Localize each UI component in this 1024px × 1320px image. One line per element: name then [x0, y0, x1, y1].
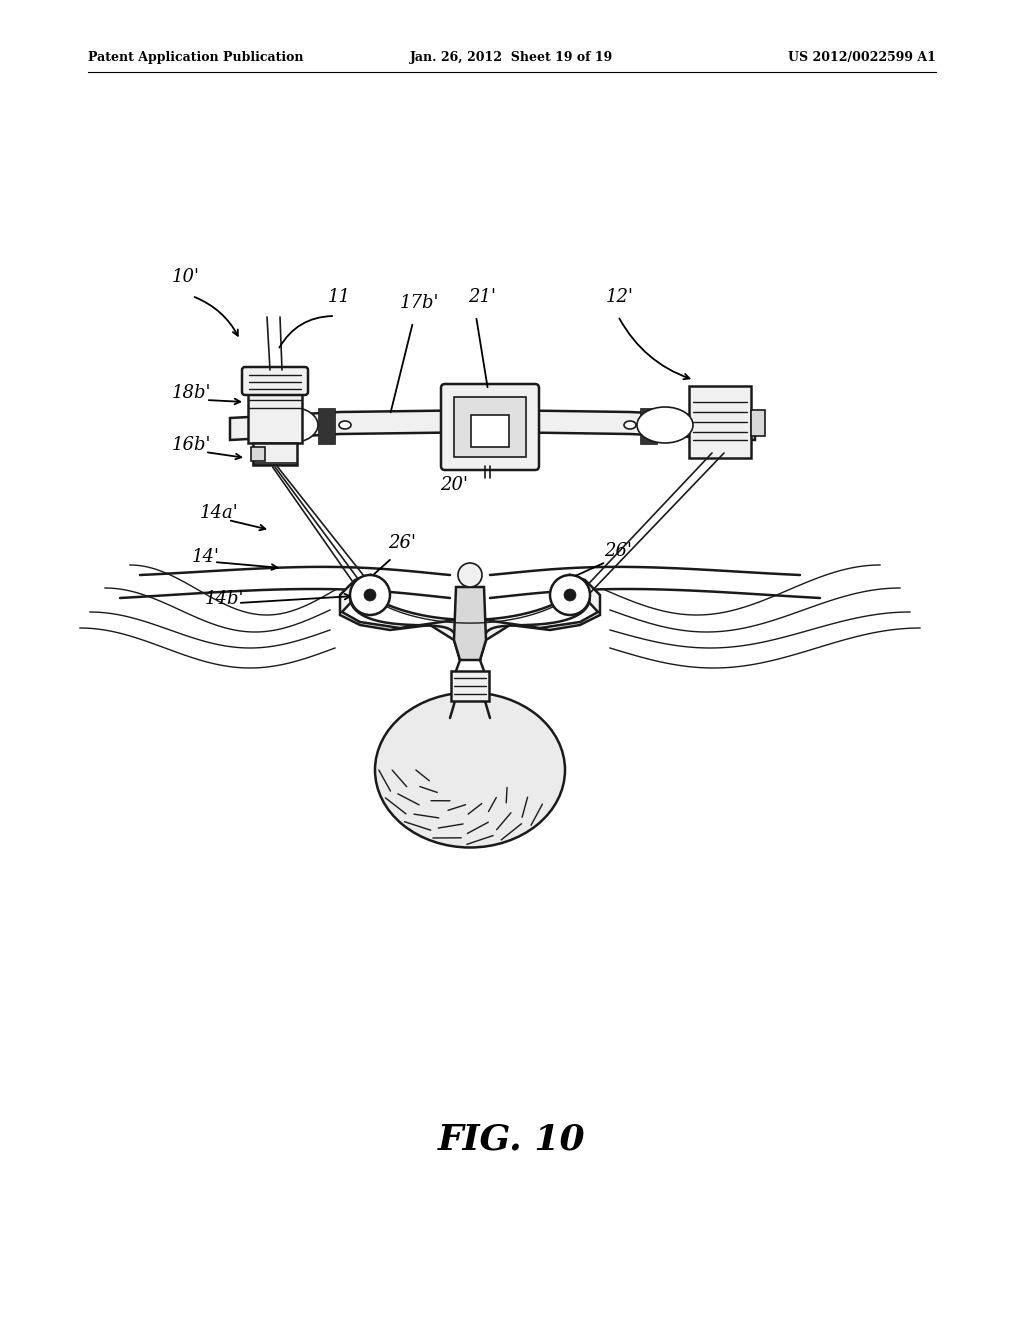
Ellipse shape: [637, 407, 693, 444]
Circle shape: [458, 564, 482, 587]
Polygon shape: [480, 576, 600, 660]
Text: 10': 10': [172, 268, 200, 286]
Ellipse shape: [624, 421, 636, 429]
Bar: [689, 385, 751, 458]
Ellipse shape: [339, 421, 351, 429]
Bar: [253, 444, 297, 465]
Text: 26': 26': [604, 543, 632, 560]
Text: FIG. 10: FIG. 10: [438, 1123, 586, 1158]
Ellipse shape: [375, 693, 565, 847]
Text: 21': 21': [468, 288, 496, 306]
Bar: [451, 671, 489, 701]
Circle shape: [550, 576, 590, 615]
Text: 14': 14': [193, 548, 220, 566]
Circle shape: [364, 589, 376, 601]
Polygon shape: [340, 576, 460, 660]
Text: 20': 20': [440, 477, 468, 494]
Text: 18b': 18b': [172, 384, 212, 403]
Polygon shape: [454, 587, 486, 660]
Bar: [318, 408, 335, 444]
Bar: [751, 411, 765, 436]
FancyBboxPatch shape: [441, 384, 539, 470]
Polygon shape: [230, 411, 755, 440]
Text: 26': 26': [388, 535, 416, 552]
Bar: [248, 392, 302, 444]
Text: 17b': 17b': [400, 294, 439, 312]
Bar: [251, 447, 265, 461]
Bar: [454, 397, 526, 457]
Text: Jan. 26, 2012  Sheet 19 of 19: Jan. 26, 2012 Sheet 19 of 19: [411, 51, 613, 65]
Ellipse shape: [262, 407, 318, 444]
Text: US 2012/0022599 A1: US 2012/0022599 A1: [788, 51, 936, 65]
FancyBboxPatch shape: [242, 367, 308, 395]
Circle shape: [350, 576, 390, 615]
Text: 11: 11: [328, 288, 351, 306]
Text: 12': 12': [606, 288, 634, 306]
Circle shape: [564, 589, 575, 601]
Text: 14a': 14a': [200, 504, 239, 521]
Bar: [471, 414, 509, 447]
Text: Patent Application Publication: Patent Application Publication: [88, 51, 303, 65]
Text: 16b': 16b': [172, 436, 212, 454]
Bar: [640, 408, 657, 444]
Text: 14b': 14b': [205, 590, 245, 609]
